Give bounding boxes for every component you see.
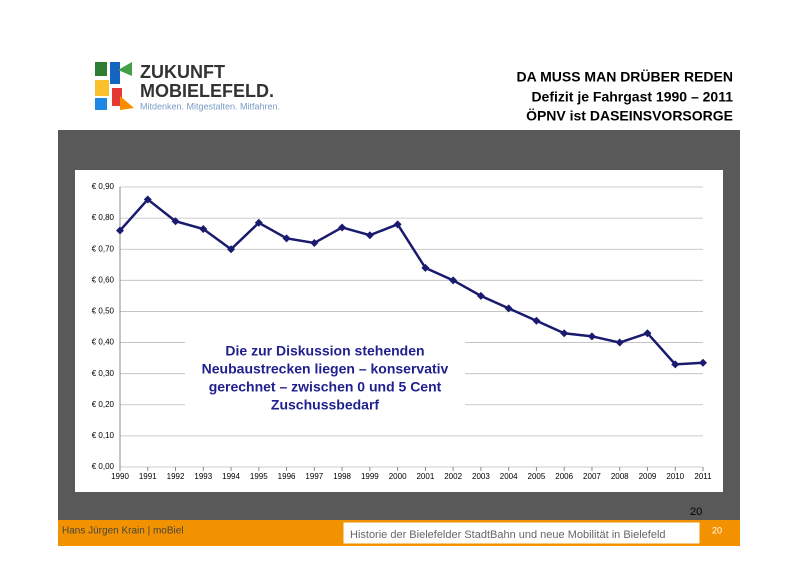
y-tick-label: € 0,20 (92, 400, 115, 409)
data-point (310, 239, 319, 247)
data-point (171, 217, 180, 226)
data-point (504, 304, 513, 313)
data-point (365, 231, 374, 240)
data-point (143, 195, 152, 204)
data-point (338, 223, 347, 232)
data-point (227, 245, 236, 254)
logo: ZUKUNFT MOBIELEFELD. Mitdenken. Mitgesta… (95, 62, 280, 111)
data-point (587, 332, 596, 341)
y-tick-label: € 0,90 (92, 182, 115, 191)
data-point (199, 225, 208, 233)
y-tick-label: € 0,30 (92, 369, 115, 378)
footer-box (342, 521, 701, 545)
data-point (282, 234, 291, 243)
annotation: Die zur Diskussion stehenden (225, 343, 424, 359)
y-tick-label: € 0,60 (92, 275, 115, 284)
x-tick-label: 1995 (250, 472, 268, 481)
subtitle: Defizit je Fahrgast 1990 – 2011 (531, 89, 733, 105)
annotation: Zuschussbedarf (271, 397, 379, 413)
page-number: 20 (690, 506, 702, 518)
data-point (699, 358, 707, 367)
data-point (476, 291, 485, 300)
data-point (532, 316, 541, 325)
data-point (643, 329, 652, 338)
annotation: gerechnet – zwischen 0 und 5 Cent (209, 379, 442, 395)
x-tick-label: 2011 (694, 472, 712, 481)
x-tick-label: 2005 (528, 472, 546, 481)
data-point (393, 220, 402, 229)
x-tick-label: 2007 (583, 472, 601, 481)
data-point (421, 263, 430, 272)
y-tick-label: € 0,00 (92, 462, 115, 471)
x-tick-label: 1996 (278, 472, 296, 481)
logo-text: ZUKUNFT (140, 62, 225, 82)
x-tick-label: 1992 (167, 472, 185, 481)
x-tick-label: 2001 (416, 472, 434, 481)
x-tick-label: 2010 (666, 472, 684, 481)
logo-tagline: Mitdenken. Mitgestalten. Mitfahren. (140, 101, 280, 111)
x-tick-label: 2006 (555, 472, 573, 481)
x-tick-label: 1991 (139, 472, 157, 481)
x-tick-label: 1994 (222, 472, 240, 481)
x-tick-label: 2002 (444, 472, 462, 481)
x-tick-label: 2004 (500, 472, 518, 481)
data-point (254, 218, 263, 227)
x-tick-label: 2009 (639, 472, 657, 481)
data-point (560, 329, 569, 338)
x-tick-label: 2008 (611, 472, 629, 481)
x-tick-label: 1997 (305, 472, 323, 481)
footer-author: Hans Jürgen Krain | moBiel (62, 526, 184, 537)
data-point (615, 338, 624, 347)
y-tick-label: € 0,40 (92, 338, 115, 347)
x-tick-label: 2000 (389, 472, 407, 481)
chart: € 0,00 € 0,10 € 0,20 € 0,30 € 0,40 € 0,50 € 0,… (92, 182, 712, 481)
y-tick-label: € 0,50 (92, 307, 115, 316)
data-point (449, 276, 458, 285)
y-tick-label: € 0,10 (92, 431, 115, 440)
data-line (119, 197, 704, 366)
subtitle: ÖPNV ist DASEINSVORSORGE (526, 108, 733, 124)
x-tick-label: 1998 (333, 472, 351, 481)
x-tick-label: 1993 (194, 472, 212, 481)
y-tick-label: € 0,80 (92, 213, 115, 222)
annotation: Neubaustrecken liegen – konservativ (202, 361, 449, 377)
data-point (671, 360, 680, 369)
x-tick-label: 2003 (472, 472, 490, 481)
title: DA MUSS MAN DRÜBER REDEN (517, 69, 734, 85)
footer-page: 20 (712, 525, 722, 535)
footer-talk: Historie der Bielefelder StadtBahn und n… (350, 529, 666, 541)
data-point (116, 226, 124, 235)
logo-text: MOBIELEFELD. (140, 81, 274, 101)
x-tick-label: 1990 (111, 472, 129, 481)
x-tick-label: 1999 (361, 472, 379, 481)
y-tick-label: € 0,70 (92, 244, 115, 253)
annotation-box (185, 338, 465, 414)
